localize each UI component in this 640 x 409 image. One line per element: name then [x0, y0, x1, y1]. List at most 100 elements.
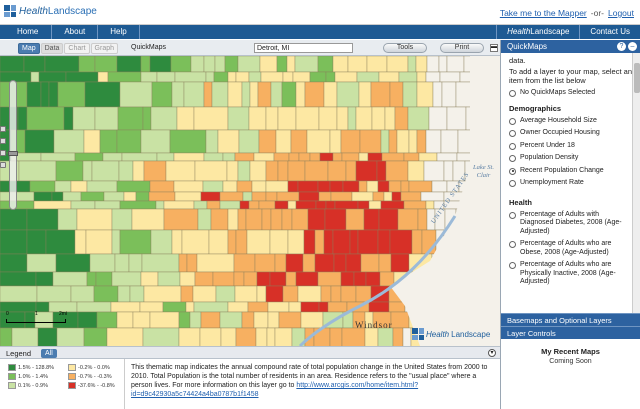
map-region[interactable] — [265, 180, 289, 193]
map-region[interactable] — [425, 200, 435, 210]
map-region[interactable] — [200, 311, 221, 329]
map-region[interactable] — [89, 253, 116, 273]
map-region[interactable] — [425, 71, 441, 83]
radio-icon[interactable] — [509, 211, 516, 219]
map-region[interactable] — [200, 191, 221, 202]
map-region[interactable] — [173, 180, 204, 193]
quickmap-option[interactable]: Recent Population Change — [509, 167, 632, 176]
map-region[interactable] — [235, 327, 257, 346]
map-region[interactable] — [398, 71, 418, 83]
map-region[interactable] — [205, 71, 215, 83]
map-region[interactable] — [247, 301, 269, 313]
map-region[interactable] — [156, 152, 175, 162]
arcgis-link[interactable]: http://www.arcgis.com/home/item.html?id=… — [131, 382, 419, 398]
map-region[interactable] — [416, 81, 434, 108]
map-region[interactable] — [118, 160, 134, 182]
map-region[interactable] — [149, 311, 180, 329]
map-region[interactable] — [142, 327, 180, 346]
map-region[interactable] — [0, 327, 13, 346]
map-region[interactable] — [358, 81, 372, 108]
map-region[interactable] — [37, 327, 58, 346]
map-region[interactable] — [29, 180, 56, 193]
map-region[interactable] — [415, 56, 428, 73]
map-region[interactable] — [274, 327, 293, 346]
map-region[interactable] — [327, 160, 347, 182]
map-region[interactable] — [234, 152, 255, 162]
map-region[interactable] — [302, 253, 316, 273]
map-region[interactable] — [248, 71, 262, 83]
map-region[interactable] — [273, 152, 290, 162]
map-region[interactable] — [224, 56, 239, 73]
nav-brand[interactable]: HealthLandscape — [496, 25, 579, 39]
map-region[interactable] — [227, 71, 237, 83]
map-region[interactable] — [70, 200, 96, 210]
map-region[interactable] — [128, 253, 143, 273]
map-region[interactable] — [258, 200, 276, 210]
map-region[interactable] — [94, 56, 118, 73]
map-region[interactable] — [320, 285, 332, 303]
map-region[interactable] — [48, 81, 59, 108]
map-region[interactable] — [288, 152, 300, 162]
map-region[interactable] — [384, 106, 396, 131]
map-region[interactable] — [325, 200, 336, 210]
map-region[interactable] — [254, 253, 276, 273]
map-region[interactable] — [78, 56, 96, 73]
radio-icon[interactable] — [509, 180, 516, 187]
map-region[interactable] — [0, 285, 38, 303]
map-region[interactable] — [44, 56, 80, 73]
map-region[interactable] — [416, 71, 427, 83]
map-region[interactable] — [151, 81, 173, 108]
map-region[interactable] — [402, 327, 412, 346]
map-region[interactable] — [436, 152, 458, 162]
map-region[interactable] — [287, 160, 306, 182]
map-region[interactable] — [227, 301, 249, 313]
map-region[interactable] — [417, 208, 428, 231]
quickmap-option[interactable]: Average Household Size — [509, 117, 632, 126]
map-region[interactable] — [143, 160, 167, 182]
map-region[interactable] — [0, 56, 25, 73]
map-region[interactable] — [140, 271, 159, 287]
map-region[interactable] — [439, 71, 461, 83]
map-region[interactable] — [174, 191, 202, 202]
map-region[interactable] — [132, 160, 145, 182]
map-region[interactable] — [378, 208, 399, 231]
map-region[interactable] — [150, 106, 178, 131]
map-region[interactable] — [347, 56, 368, 73]
map-region[interactable] — [111, 271, 142, 287]
map-region[interactable] — [77, 311, 98, 329]
logo[interactable]: HealthLandscape — [4, 5, 97, 17]
map-region[interactable] — [40, 81, 50, 108]
map-region[interactable] — [323, 81, 338, 108]
map-region[interactable] — [227, 208, 239, 231]
map-region[interactable] — [203, 81, 213, 108]
map-region[interactable] — [237, 208, 247, 231]
map-region[interactable] — [57, 208, 78, 231]
map-region[interactable] — [33, 191, 53, 202]
map-region[interactable] — [269, 271, 287, 287]
map-region[interactable] — [91, 160, 120, 182]
map-region[interactable] — [217, 129, 240, 154]
map-region[interactable] — [185, 301, 195, 313]
map-region[interactable] — [253, 311, 269, 329]
map-region[interactable] — [389, 81, 404, 108]
map-region[interactable] — [389, 229, 413, 255]
mapper-link[interactable]: Take me to the Mapper — [499, 8, 587, 18]
map-region[interactable] — [190, 56, 205, 73]
map-region[interactable] — [173, 152, 205, 162]
map-region[interactable] — [246, 229, 271, 255]
map-region[interactable] — [355, 160, 378, 182]
map-region[interactable] — [288, 301, 302, 313]
map-region[interactable] — [80, 191, 105, 202]
map-region[interactable] — [357, 200, 370, 210]
map-region[interactable] — [304, 160, 329, 182]
map-region[interactable] — [314, 229, 325, 255]
map-region[interactable] — [197, 208, 212, 231]
map-region[interactable] — [426, 56, 440, 73]
map-region[interactable] — [121, 152, 158, 162]
quickmap-option[interactable]: Population Density — [509, 154, 632, 163]
map-region[interactable] — [219, 191, 244, 202]
map-region[interactable] — [214, 56, 226, 73]
map-region[interactable] — [86, 271, 97, 287]
map-region[interactable] — [119, 81, 153, 108]
map-region[interactable] — [307, 208, 326, 231]
